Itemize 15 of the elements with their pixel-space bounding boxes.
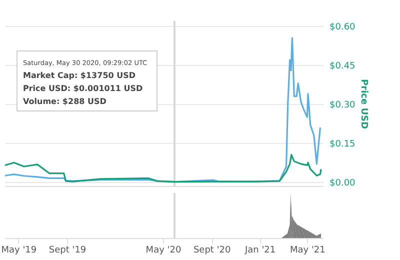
y-axis-title: Price USD	[358, 79, 368, 129]
y-tick-label: $0.00	[330, 178, 356, 189]
y-tick-label: $0.45	[330, 62, 356, 72]
x-tick-label: Sept '20	[193, 246, 232, 256]
annotation: Volume: $288 USD	[23, 97, 107, 106]
annotation: Market Cap: $13750 USD	[23, 71, 136, 80]
x-tick-label: May '21	[290, 246, 326, 256]
y-tick-label: $0.60	[330, 22, 356, 33]
x-tick-label: Sept '19	[48, 246, 86, 256]
annotation: Price USD: $0.001011 USD	[23, 84, 143, 93]
x-tick-label: May '19	[1, 246, 37, 256]
y-tick-label: $0.15	[330, 140, 356, 150]
y-tick-label: $0.30	[330, 100, 356, 111]
x-tick-label: May '20	[146, 246, 182, 256]
x-tick-label: Jan '21	[244, 246, 276, 256]
